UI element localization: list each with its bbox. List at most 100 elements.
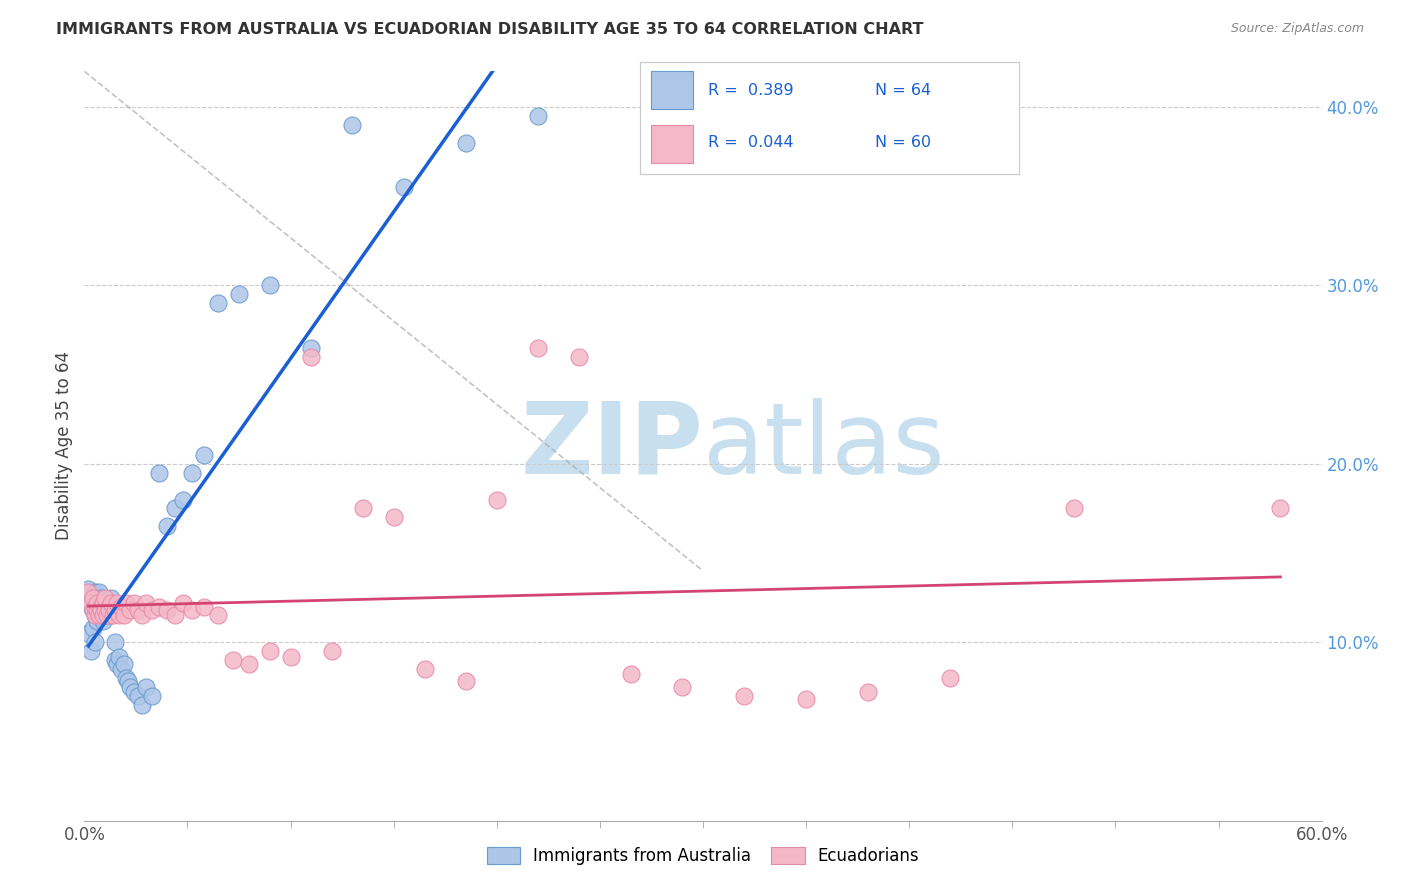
Point	[91, 608, 114, 623]
Point	[86, 614, 108, 628]
Point	[108, 649, 131, 664]
Text: N = 60: N = 60	[875, 136, 931, 150]
Y-axis label: Disability Age 35 to 64: Disability Age 35 to 64	[55, 351, 73, 541]
Point	[77, 585, 100, 599]
Point	[392, 180, 415, 194]
Point	[118, 680, 141, 694]
Point	[114, 596, 136, 610]
Point	[352, 501, 374, 516]
Point	[103, 599, 125, 614]
Point	[110, 662, 132, 676]
Point	[100, 596, 122, 610]
Point	[193, 448, 215, 462]
Point	[180, 466, 202, 480]
Point	[527, 109, 550, 123]
Point	[671, 680, 693, 694]
Point	[156, 603, 179, 617]
Point	[86, 599, 108, 614]
Point	[620, 667, 643, 681]
Point	[79, 644, 101, 658]
Point	[83, 596, 105, 610]
Point	[105, 657, 128, 671]
Point	[259, 644, 281, 658]
Point	[82, 603, 104, 617]
Point	[90, 599, 112, 614]
Point	[87, 596, 110, 610]
Point	[82, 603, 104, 617]
Point	[91, 596, 114, 610]
Point	[1063, 501, 1085, 516]
Point	[77, 582, 100, 596]
Point	[141, 689, 163, 703]
Point	[98, 599, 121, 614]
Point	[105, 596, 128, 610]
Point	[94, 603, 117, 617]
Point	[79, 596, 101, 610]
Point	[299, 341, 322, 355]
Point	[90, 591, 112, 605]
Point	[238, 657, 260, 671]
Point	[91, 603, 114, 617]
Point	[280, 649, 302, 664]
Point	[87, 608, 110, 623]
Point	[127, 603, 149, 617]
Legend: Immigrants from Australia, Ecuadorians: Immigrants from Australia, Ecuadorians	[486, 847, 920, 864]
Point	[321, 644, 343, 658]
Point	[122, 596, 145, 610]
Point	[856, 685, 879, 699]
Point	[86, 603, 108, 617]
Point	[94, 608, 117, 623]
Point	[156, 519, 179, 533]
Point	[148, 599, 170, 614]
Text: Source: ZipAtlas.com: Source: ZipAtlas.com	[1230, 22, 1364, 36]
Point	[104, 603, 127, 617]
Text: ZIP: ZIP	[520, 398, 703, 494]
Point	[733, 689, 755, 703]
Point	[117, 674, 139, 689]
Point	[207, 608, 229, 623]
Text: IMMIGRANTS FROM AUSTRALIA VS ECUADORIAN DISABILITY AGE 35 TO 64 CORRELATION CHAR: IMMIGRANTS FROM AUSTRALIA VS ECUADORIAN …	[56, 22, 924, 37]
Point	[131, 608, 153, 623]
Point	[141, 603, 163, 617]
Point	[193, 599, 215, 614]
Point	[135, 680, 157, 694]
Point	[94, 591, 117, 605]
Point	[104, 635, 127, 649]
Point	[82, 621, 104, 635]
Point	[207, 296, 229, 310]
Point	[110, 599, 132, 614]
Point	[82, 591, 104, 605]
Point	[112, 608, 135, 623]
Point	[342, 118, 364, 132]
Point	[90, 599, 112, 614]
Point	[82, 591, 104, 605]
Point	[96, 599, 118, 614]
Point	[77, 626, 100, 640]
Point	[454, 136, 477, 150]
Point	[98, 596, 121, 610]
Point	[94, 596, 117, 610]
Point	[485, 492, 508, 507]
Text: R =  0.044: R = 0.044	[709, 136, 793, 150]
Point	[90, 603, 112, 617]
Point	[172, 596, 194, 610]
Point	[259, 278, 281, 293]
Point	[86, 596, 108, 610]
Point	[100, 591, 122, 605]
Bar	[651, 71, 693, 109]
Point	[165, 608, 187, 623]
Point	[527, 341, 550, 355]
Bar	[651, 125, 693, 162]
Point	[96, 608, 118, 623]
Point	[413, 662, 436, 676]
Text: N = 64: N = 64	[875, 83, 931, 98]
Point	[299, 350, 322, 364]
Point	[112, 657, 135, 671]
Point	[83, 635, 105, 649]
Point	[454, 674, 477, 689]
Point	[104, 653, 127, 667]
Point	[83, 599, 105, 614]
Point	[91, 596, 114, 610]
Point	[122, 685, 145, 699]
Point	[939, 671, 962, 685]
